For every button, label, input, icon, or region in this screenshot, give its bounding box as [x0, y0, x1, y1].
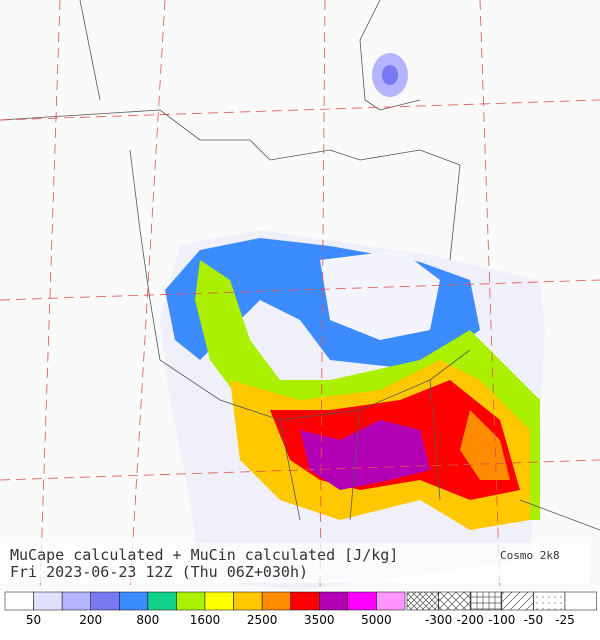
legend-swatch — [90, 591, 120, 611]
legend-swatch — [147, 591, 177, 611]
model-name: Cosmo 2k8 — [500, 549, 560, 562]
legend-swatch — [261, 591, 291, 611]
legend-label: -50 — [524, 613, 544, 627]
legend-swatch — [33, 591, 63, 611]
legend-label: 200 — [79, 613, 102, 627]
legend-swatch — [4, 591, 34, 611]
map-title: MuCape calculated + MuCin calculated [J/… — [10, 546, 398, 564]
legend-swatch — [376, 591, 406, 611]
map-background — [0, 0, 600, 591]
legend-label: -100 — [488, 613, 515, 627]
legend-label: 3500 — [304, 613, 335, 627]
legend-swatch — [347, 591, 377, 611]
legend-label: 5000 — [361, 613, 392, 627]
legend-swatch — [176, 591, 206, 611]
legend-label: 800 — [136, 613, 159, 627]
legend-swatch — [61, 591, 91, 611]
legend-swatch — [290, 591, 320, 611]
legend-label: -25 — [555, 613, 575, 627]
legend-swatch — [204, 591, 234, 611]
title-box — [0, 543, 590, 583]
legend-swatch — [233, 591, 263, 611]
legend-swatch — [319, 591, 349, 611]
legend-label: -200 — [457, 613, 484, 627]
legend-label: 1600 — [190, 613, 221, 627]
map-subtitle: Fri 2023-06-23 12Z (Thu 06Z+030h) — [10, 563, 308, 581]
legend-label: 2500 — [247, 613, 278, 627]
legend-swatch — [119, 591, 149, 611]
legend-label: -300 — [425, 613, 452, 627]
legend: 50 200 800 1600 2500 3500 5000 -300 -200 -100 -50-… — [4, 591, 597, 627]
legend-label: 50 — [26, 613, 41, 627]
